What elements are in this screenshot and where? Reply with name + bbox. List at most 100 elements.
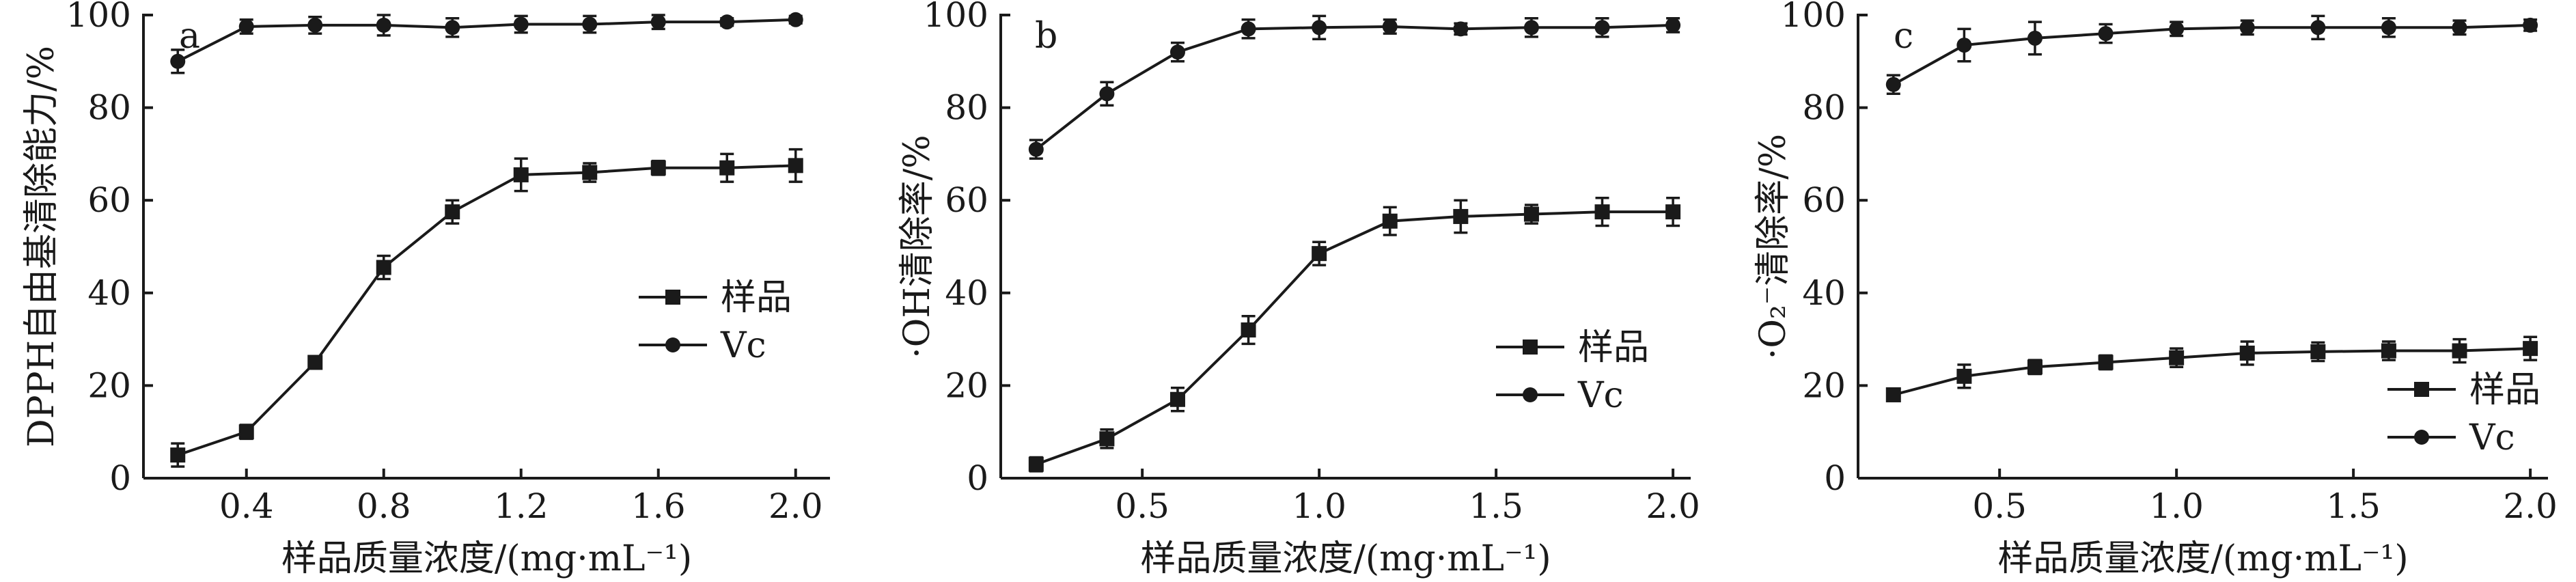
data-point (1099, 86, 1115, 102)
data-point (1099, 431, 1115, 447)
data-point (2239, 345, 2255, 361)
data-point (2310, 344, 2326, 359)
x-tick-label: 1.5 (1469, 486, 1523, 526)
data-point (1382, 213, 1398, 229)
legend-label: Vc (2469, 417, 2515, 458)
data-point (1312, 246, 1327, 262)
series-line (1035, 23, 1674, 151)
legend-label: 样品 (721, 277, 792, 318)
series-vc (1028, 14, 1681, 160)
data-point (2310, 20, 2326, 36)
chart-panel-b: 0 20 40 60 80 100 0.5 1.0 1.5 2.0 样品质量浓度/(mg·mL⁻¹)… (897, 0, 1700, 579)
legend-label: Vc (720, 325, 766, 366)
data-point (1885, 77, 1901, 92)
legend-marker (665, 290, 680, 305)
legend: 样品 Vc (2387, 370, 2540, 458)
x-axis-title: 样品质量浓度/(mg·mL⁻¹) (1140, 538, 1551, 579)
series-vc (170, 12, 803, 74)
data-point (1523, 206, 1539, 222)
series-sample (1885, 335, 2538, 402)
legend-label: 样品 (2469, 370, 2540, 411)
y-tick-label: 60 (1802, 180, 1846, 220)
data-point (1169, 44, 1185, 60)
series-line (177, 18, 796, 63)
y-tick-label: 20 (1802, 365, 1846, 405)
x-tick-label: 2.0 (768, 486, 823, 526)
data-point (1382, 18, 1398, 34)
data-point (238, 424, 254, 440)
y-axis-title: ·O₂⁻清除率/% (1753, 134, 1794, 359)
data-point (1665, 204, 1681, 220)
data-point (788, 12, 803, 27)
data-point (1028, 456, 1044, 472)
data-point (1594, 204, 1610, 220)
data-point (1523, 20, 1539, 36)
legend-marker (1523, 387, 1538, 402)
legend: 样品 Vc (1496, 327, 1649, 416)
data-point (513, 16, 529, 32)
data-point (445, 20, 460, 36)
data-point (2452, 20, 2467, 36)
data-point (719, 14, 735, 30)
y-tick-label: 60 (87, 180, 131, 220)
y-tick-label: 40 (945, 273, 988, 313)
panel-letter: c (1894, 16, 1913, 57)
data-point (1665, 17, 1681, 33)
data-point (1241, 322, 1256, 338)
x-tick-label: 1.0 (1292, 486, 1346, 526)
y-tick-label: 100 (924, 0, 988, 35)
x-tick-label: 1.5 (2326, 486, 2381, 526)
y-tick-label: 40 (87, 273, 131, 313)
data-point (307, 355, 323, 370)
y-tick-label: 0 (967, 458, 988, 498)
data-point (2098, 355, 2114, 370)
series-line (1893, 347, 2531, 396)
y-tick-label: 20 (945, 365, 988, 405)
data-point (307, 17, 323, 33)
data-point (1956, 368, 1972, 384)
panel-letter: b (1035, 16, 1057, 57)
data-point (2381, 20, 2396, 36)
data-point (2452, 343, 2467, 359)
data-point (1594, 20, 1610, 36)
data-point (2027, 30, 2042, 46)
data-point (2523, 17, 2538, 33)
data-point (1453, 21, 1469, 37)
data-point (582, 165, 598, 180)
x-tick-label: 0.8 (357, 486, 411, 526)
data-point (1885, 387, 1901, 402)
y-tick-label: 100 (66, 0, 131, 35)
series-vc (1885, 14, 2538, 96)
legend-label: Vc (1577, 375, 1624, 416)
data-point (788, 158, 803, 174)
legend-marker (2414, 382, 2429, 397)
y-tick-label: 20 (87, 365, 131, 405)
x-tick-label: 1.0 (2149, 486, 2204, 526)
x-tick-label: 1.2 (494, 486, 549, 526)
data-point (1028, 141, 1044, 157)
legend: 样品 Vc (639, 277, 792, 366)
x-axis-title: 样品质量浓度/(mg·mL⁻¹) (281, 538, 692, 579)
data-point (1241, 21, 1256, 37)
chart-panel-a: 0 20 40 60 80 100 0.4 0.8 1.2 1.6 2.0 样品质量浓度/(mg·mL… (21, 0, 830, 579)
data-point (513, 167, 529, 182)
data-point (2169, 21, 2185, 37)
x-tick-label: 2.0 (2503, 486, 2558, 526)
data-point (650, 14, 666, 30)
data-point (719, 160, 735, 176)
data-point (2169, 350, 2185, 365)
y-tick-label: 60 (945, 180, 988, 220)
y-tick-label: 80 (87, 88, 131, 128)
data-point (445, 204, 460, 220)
legend-marker (665, 337, 680, 352)
data-point (582, 16, 598, 32)
data-point (1312, 20, 1327, 36)
data-point (376, 260, 391, 275)
y-tick-label: 0 (1824, 458, 1846, 498)
data-point (2098, 26, 2114, 42)
data-point (2381, 343, 2396, 359)
data-point (238, 18, 254, 34)
series-line (1892, 23, 2531, 86)
